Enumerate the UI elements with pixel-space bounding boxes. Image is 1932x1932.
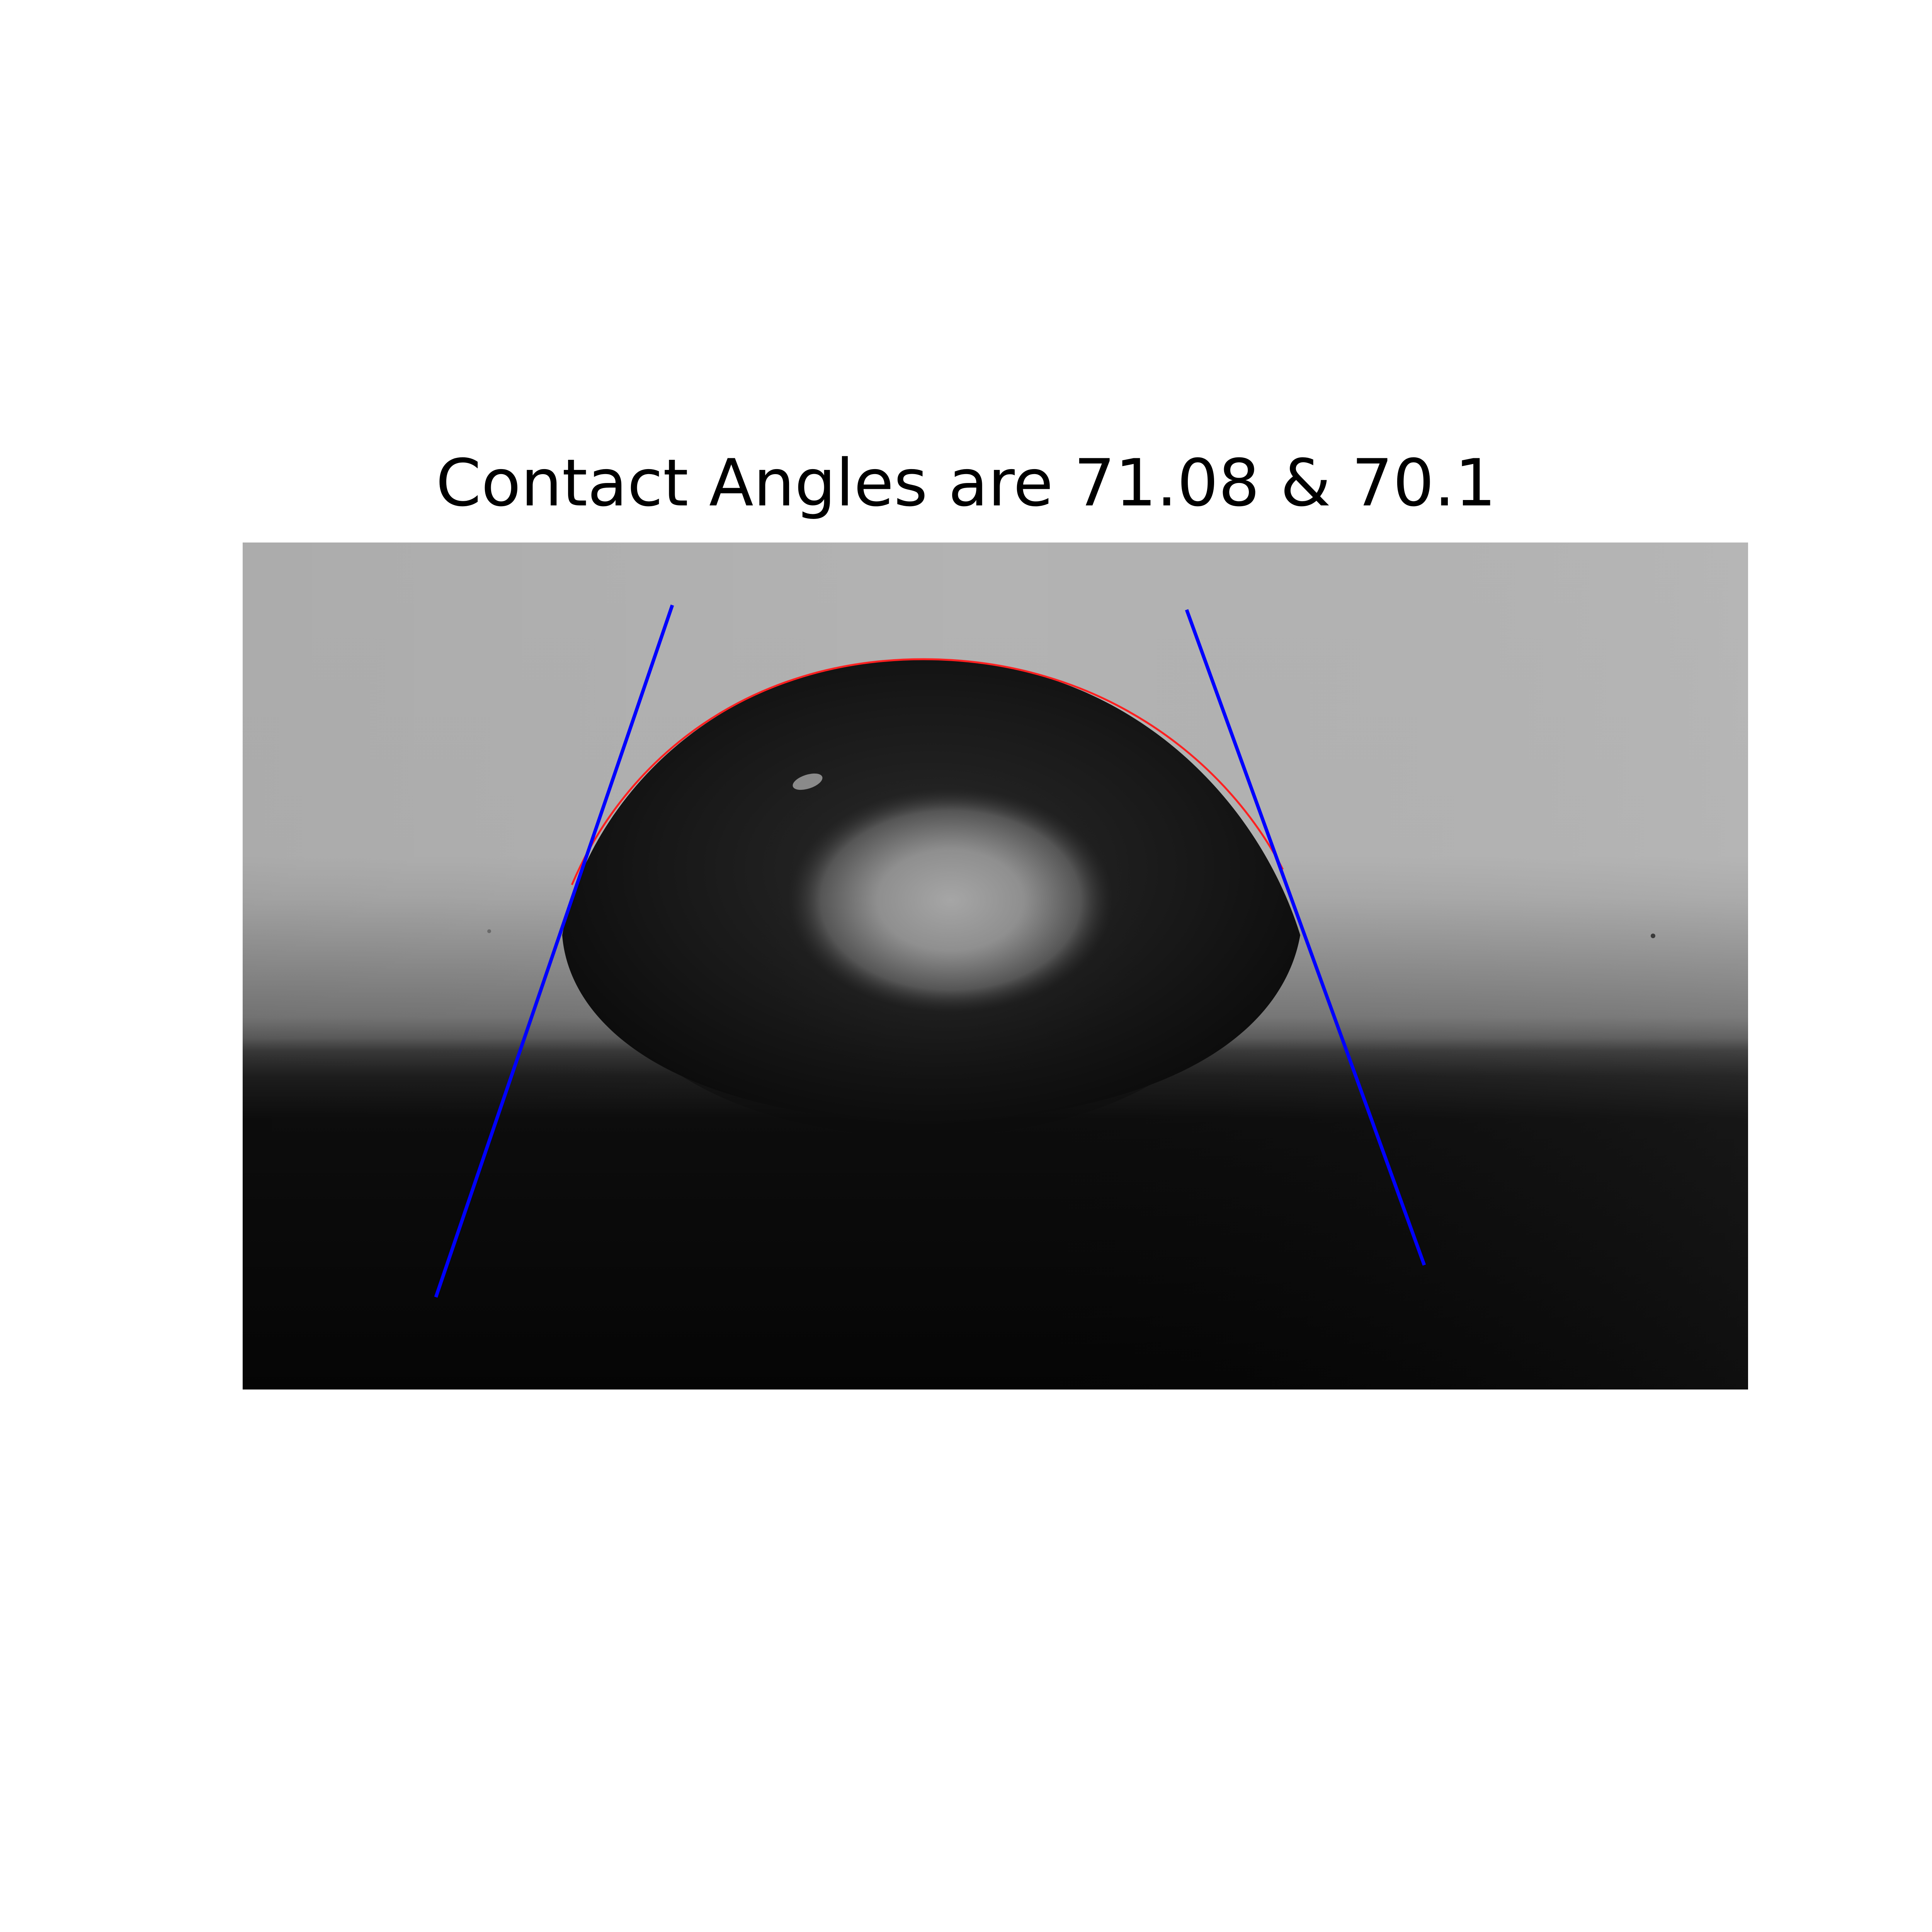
figure-title: Contact Angles are 71.08 & 70.1 xyxy=(436,445,1496,521)
droplet-photo xyxy=(243,543,1748,1389)
profile-fit-curve xyxy=(571,658,1284,885)
right-tangent-line xyxy=(1185,609,1426,1266)
left-tangent-line xyxy=(434,604,674,1298)
